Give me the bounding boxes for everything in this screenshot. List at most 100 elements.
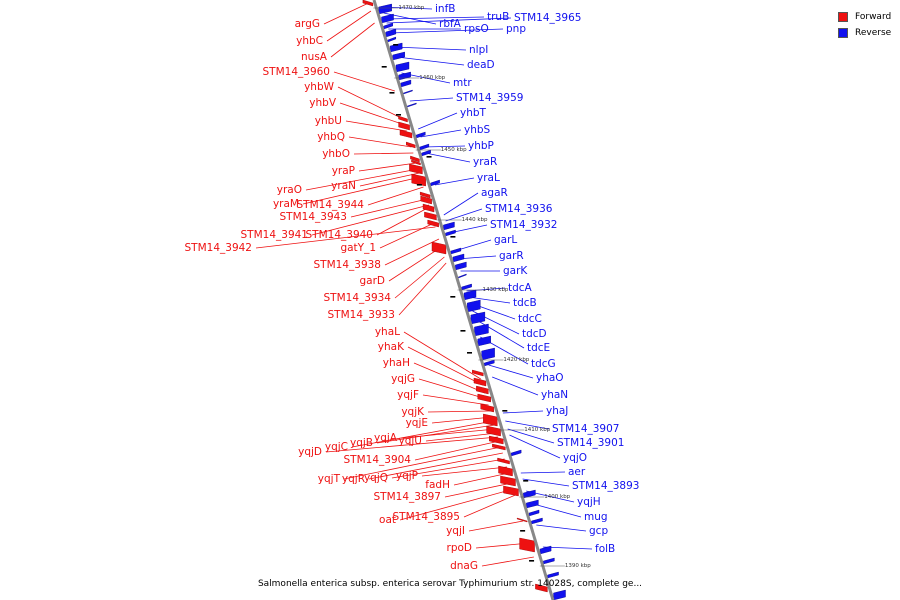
gene-label-yhah[interactable]: yhaH bbox=[383, 357, 410, 369]
reverse-gene-block-39[interactable] bbox=[463, 289, 477, 301]
gene-label-yqjg[interactable]: yqjG bbox=[391, 373, 415, 385]
gene-label-gark[interactable]: garK bbox=[503, 265, 528, 277]
gene-label-stm14-3904[interactable]: STM14_3904 bbox=[344, 454, 412, 466]
forward-gene-block-51[interactable] bbox=[483, 413, 498, 427]
gene-label-stm14-3944[interactable]: STM14_3944 bbox=[297, 199, 365, 211]
gene-label-infb[interactable]: infB bbox=[435, 3, 455, 15]
reverse-gene-block-38[interactable] bbox=[461, 283, 472, 291]
reverse-gene-block-8[interactable] bbox=[392, 51, 405, 61]
gene-label-mtr[interactable]: mtr bbox=[453, 77, 472, 89]
gene-label-rpso[interactable]: rpsO bbox=[464, 23, 489, 35]
forward-gene-block-54[interactable] bbox=[492, 443, 506, 451]
gene-label-yqji[interactable]: yqjI bbox=[446, 525, 465, 537]
gene-label-trub[interactable]: truB bbox=[487, 11, 509, 23]
gene-label-stm14-3934[interactable]: STM14_3934 bbox=[324, 292, 392, 304]
gene-label-oat[interactable]: oat bbox=[379, 514, 396, 526]
reverse-gene-block-63[interactable] bbox=[531, 517, 543, 525]
gene-label-folb[interactable]: folB bbox=[595, 543, 615, 555]
gene-label-stm14-3897[interactable]: STM14_3897 bbox=[374, 491, 441, 503]
forward-gene-block-59[interactable] bbox=[503, 485, 519, 497]
forward-gene-block-27[interactable] bbox=[420, 195, 432, 205]
forward-gene-block-64[interactable] bbox=[516, 517, 528, 523]
reverse-gene-block-61[interactable] bbox=[526, 499, 539, 509]
reverse-gene-block-19[interactable] bbox=[419, 143, 430, 151]
gene-label-yqje[interactable]: yqjE bbox=[406, 417, 428, 429]
gene-label-yqju[interactable]: yqjU bbox=[399, 435, 422, 447]
forward-gene-block-1[interactable] bbox=[362, 0, 374, 7]
gene-label-yhbt[interactable]: yhbT bbox=[460, 107, 487, 119]
forward-gene-block-21[interactable] bbox=[410, 155, 420, 163]
gene-label-yral[interactable]: yraL bbox=[477, 172, 500, 184]
gene-label-yhbc[interactable]: yhbC bbox=[296, 35, 323, 47]
reverse-gene-block-9[interactable] bbox=[395, 61, 410, 73]
gene-label-yhbs[interactable]: yhbS bbox=[464, 124, 491, 136]
gene-label-stm14-3965[interactable]: STM14_3965 bbox=[514, 12, 581, 24]
gene-label-yhbu[interactable]: yhbU bbox=[315, 115, 342, 127]
gene-label-stm14-3940[interactable]: STM14_3940 bbox=[306, 229, 373, 241]
forward-gene-block-24[interactable] bbox=[411, 173, 426, 187]
gene-label-yqjo[interactable]: yqjO bbox=[563, 452, 587, 464]
gene-label-stm14-3960[interactable]: STM14_3960 bbox=[263, 66, 330, 78]
gene-label-rbfa[interactable]: rbfA bbox=[439, 18, 462, 30]
forward-gene-block-47[interactable] bbox=[473, 377, 487, 387]
gene-label-stm14-3943[interactable]: STM14_3943 bbox=[280, 211, 347, 223]
forward-gene-block-29[interactable] bbox=[424, 211, 437, 221]
gene-label-yhbq[interactable]: yhbQ bbox=[317, 131, 345, 143]
forward-gene-block-16[interactable] bbox=[399, 129, 413, 139]
gene-label-gcp[interactable]: gcp bbox=[589, 525, 608, 537]
gene-label-tdcd[interactable]: tdcD bbox=[522, 328, 547, 340]
reverse-gene-block-12[interactable] bbox=[403, 89, 413, 95]
forward-gene-block-46[interactable] bbox=[472, 369, 484, 377]
gene-label-yqjb[interactable]: yqjB bbox=[350, 437, 373, 449]
gene-label-yqjc[interactable]: yqjC bbox=[325, 441, 348, 453]
reverse-gene-block-6[interactable] bbox=[387, 36, 396, 43]
reverse-gene-block-68[interactable] bbox=[547, 571, 559, 579]
forward-gene-block-69[interactable] bbox=[535, 583, 548, 593]
reverse-gene-block-32[interactable] bbox=[445, 229, 456, 237]
reverse-gene-block-62[interactable] bbox=[528, 509, 540, 517]
gene-label-stm14-3959[interactable]: STM14_3959 bbox=[456, 92, 523, 104]
forward-gene-block-33[interactable] bbox=[431, 241, 447, 255]
gene-label-yhbv[interactable]: yhbV bbox=[309, 97, 337, 109]
gene-label-yqjp[interactable]: yqjP bbox=[396, 470, 418, 482]
gene-label-stm14-3901[interactable]: STM14_3901 bbox=[557, 437, 624, 449]
reverse-gene-block-5[interactable] bbox=[385, 28, 397, 38]
gene-label-yhaj[interactable]: yhaJ bbox=[546, 405, 568, 417]
gene-label-dead[interactable]: deaD bbox=[467, 59, 495, 71]
gene-label-yhbp[interactable]: yhbP bbox=[468, 140, 494, 152]
gene-label-stm14-3942[interactable]: STM14_3942 bbox=[185, 242, 252, 254]
gene-label-tdce[interactable]: tdcE bbox=[527, 342, 550, 354]
reverse-gene-block-42[interactable] bbox=[474, 323, 489, 337]
gene-label-stm14-3932[interactable]: STM14_3932 bbox=[490, 219, 557, 231]
gene-label-yhak[interactable]: yhaK bbox=[378, 341, 405, 353]
gene-label-aer[interactable]: aer bbox=[568, 466, 586, 478]
gene-label-yqjt[interactable]: yqjT bbox=[318, 473, 341, 485]
gene-label-gaty-1[interactable]: gatY_1 bbox=[340, 242, 376, 254]
gene-label-yqjk[interactable]: yqjK bbox=[401, 406, 425, 418]
reverse-gene-block-41[interactable] bbox=[470, 311, 486, 325]
gene-label-yram[interactable]: yraM bbox=[273, 198, 299, 210]
reverse-gene-block-11[interactable] bbox=[400, 79, 412, 88]
gene-label-yhbw[interactable]: yhbW bbox=[304, 81, 335, 93]
reverse-gene-block-37[interactable] bbox=[458, 273, 467, 279]
gene-label-yrar[interactable]: yraR bbox=[473, 156, 497, 168]
forward-gene-block-18[interactable] bbox=[406, 141, 416, 149]
reverse-gene-block-10[interactable] bbox=[398, 71, 411, 81]
reverse-gene-block-35[interactable] bbox=[452, 253, 465, 263]
gene-label-yqja[interactable]: yqjA bbox=[374, 432, 398, 444]
gene-label-stm14-3933[interactable]: STM14_3933 bbox=[328, 309, 395, 321]
gene-label-fadh[interactable]: fadH bbox=[425, 479, 450, 491]
gene-label-argg[interactable]: argG bbox=[295, 18, 320, 30]
forward-gene-block-50[interactable] bbox=[480, 403, 494, 413]
gene-label-tdcb[interactable]: tdcB bbox=[513, 297, 537, 309]
forward-gene-block-57[interactable] bbox=[498, 465, 513, 477]
gene-label-yqjq[interactable]: yqjQ bbox=[364, 472, 388, 484]
gene-label-stm14-3907[interactable]: STM14_3907 bbox=[552, 423, 619, 435]
gene-label-stm14-3938[interactable]: STM14_3938 bbox=[314, 259, 381, 271]
gene-label-nusa[interactable]: nusA bbox=[301, 51, 328, 63]
gene-label-pnp[interactable]: pnp bbox=[506, 23, 526, 35]
gene-label-tdca[interactable]: tdcA bbox=[508, 282, 533, 294]
gene-label-yhal[interactable]: yhaL bbox=[375, 326, 400, 338]
gene-label-rpod[interactable]: rpoD bbox=[447, 542, 473, 554]
reverse-gene-block-2[interactable] bbox=[378, 3, 392, 15]
